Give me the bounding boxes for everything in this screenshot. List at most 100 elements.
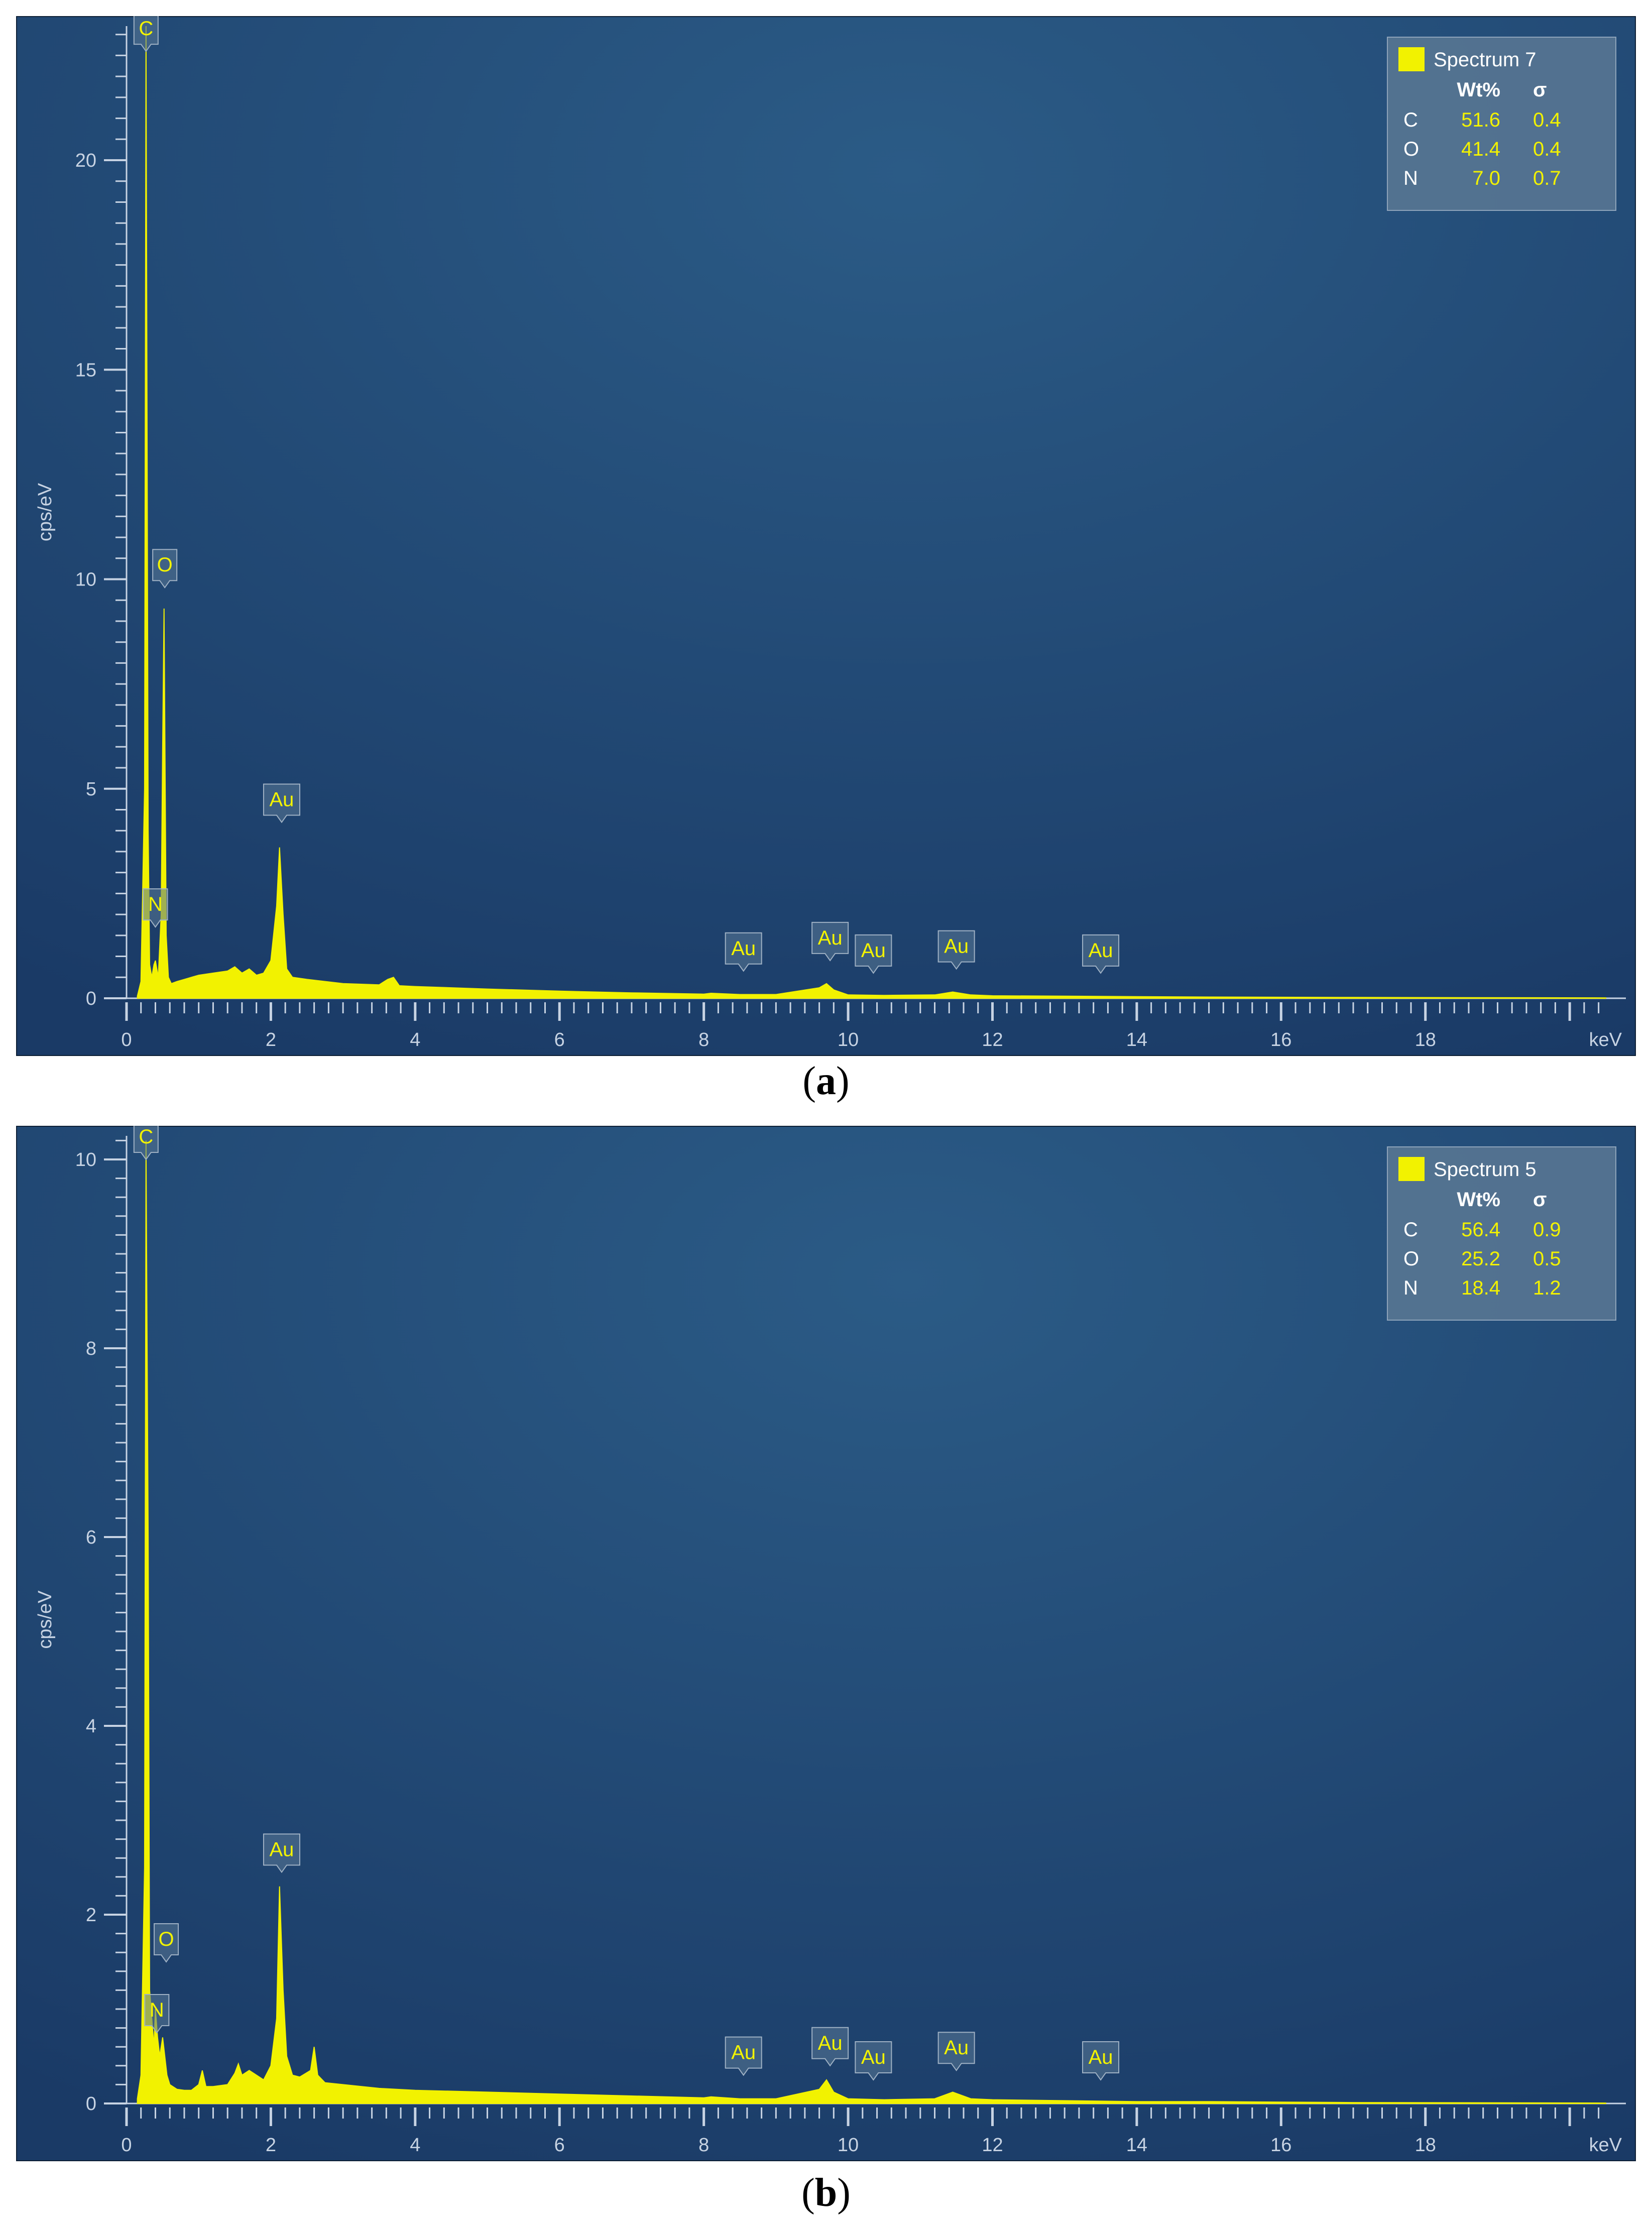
svg-text:Au: Au bbox=[944, 935, 969, 958]
peak-label-o: O bbox=[154, 1923, 179, 1963]
legend-spectrum-name: Spectrum 7 bbox=[1434, 49, 1537, 71]
svg-text:O: O bbox=[157, 554, 173, 576]
y-tick-label: 6 bbox=[86, 1527, 96, 1548]
x-tick-label: 10 bbox=[838, 1029, 859, 1050]
x-tick-label: 14 bbox=[1126, 2135, 1147, 2156]
svg-text:Au: Au bbox=[944, 2037, 969, 2059]
legend-header-wt: Wt% bbox=[1457, 79, 1500, 101]
peak-label-au: Au bbox=[725, 2036, 762, 2076]
legend-sigma-value: 1.2 bbox=[1533, 1277, 1561, 1299]
svg-text:Au: Au bbox=[818, 2032, 843, 2054]
legend-wt-value: 41.4 bbox=[1461, 138, 1500, 160]
y-tick-label: 10 bbox=[75, 569, 96, 591]
svg-text:Au: Au bbox=[270, 789, 294, 811]
peak-label-au: Au bbox=[811, 921, 849, 962]
peak-label-au: Au bbox=[855, 934, 892, 974]
y-tick-label: 8 bbox=[86, 1338, 96, 1359]
legend-element: O bbox=[1403, 1248, 1419, 1270]
legend-spectrum-name: Spectrum 5 bbox=[1434, 1158, 1537, 1181]
x-tick-label: 18 bbox=[1415, 1029, 1436, 1050]
peak-label-n: N bbox=[143, 888, 168, 928]
peak-label-au: Au bbox=[263, 1833, 300, 1873]
caption-a: (a) bbox=[802, 1059, 850, 1103]
caption-b: (b) bbox=[801, 2171, 851, 2215]
peak-label-au: Au bbox=[263, 783, 300, 824]
x-tick-label: 6 bbox=[554, 2135, 565, 2156]
legend: Spectrum 7 Wt% σ C 51.6 0.4 O 41.4 0.4 N 7.0 0.7 bbox=[1387, 37, 1616, 211]
x-tick-label: 16 bbox=[1270, 1029, 1291, 1050]
legend-element: N bbox=[1403, 1277, 1418, 1299]
peak-label-c: C bbox=[133, 16, 159, 52]
peak-label-au: Au bbox=[937, 2032, 975, 2071]
y-tick-label: 2 bbox=[86, 1905, 96, 1926]
legend-wt-value: 56.4 bbox=[1461, 1219, 1500, 1241]
svg-text:C: C bbox=[139, 18, 153, 40]
svg-text:Au: Au bbox=[731, 937, 756, 960]
x-tick-label: 12 bbox=[982, 1029, 1003, 1050]
y-tick-label: 20 bbox=[75, 150, 96, 171]
svg-text:N: N bbox=[148, 893, 163, 915]
legend-swatch bbox=[1398, 47, 1425, 71]
svg-text:Au: Au bbox=[818, 927, 843, 949]
legend-element: N bbox=[1403, 167, 1418, 189]
spectrum-area bbox=[137, 1140, 1606, 2104]
plot-background bbox=[16, 1126, 1636, 2161]
x-tick-label: 6 bbox=[554, 1029, 565, 1050]
svg-text:Au: Au bbox=[270, 1838, 294, 1860]
x-tick-label: 12 bbox=[982, 2135, 1003, 2156]
legend-wt-value: 18.4 bbox=[1461, 1277, 1500, 1299]
peak-label-o: O bbox=[152, 549, 178, 589]
legend-header-sigma: σ bbox=[1533, 79, 1547, 101]
y-tick-label: 10 bbox=[75, 1149, 96, 1170]
peak-label-au: Au bbox=[1082, 2041, 1120, 2081]
peak-label-au: Au bbox=[937, 930, 975, 970]
svg-text:Au: Au bbox=[861, 940, 886, 962]
plot-background bbox=[16, 16, 1636, 1056]
y-tick-label: 0 bbox=[86, 988, 96, 1009]
x-tick-label: 16 bbox=[1270, 2135, 1291, 2156]
svg-text:C: C bbox=[139, 1126, 153, 1148]
x-tick-label: 8 bbox=[698, 1029, 709, 1050]
svg-text:Au: Au bbox=[861, 2046, 886, 2068]
legend-wt-value: 25.2 bbox=[1461, 1248, 1500, 1270]
x-axis-title: keV bbox=[1589, 2135, 1622, 2156]
peak-label-au: Au bbox=[811, 2027, 849, 2067]
svg-text:Au: Au bbox=[731, 2042, 756, 2064]
peak-label-n: N bbox=[144, 1994, 170, 2034]
peak-label-c: C bbox=[133, 1126, 159, 1160]
svg-text:Au: Au bbox=[1089, 2046, 1113, 2068]
y-axis-title: cps/eV bbox=[35, 483, 56, 541]
svg-text:Au: Au bbox=[1089, 940, 1113, 962]
x-axis-title: keV bbox=[1589, 1029, 1622, 1050]
legend-sigma-value: 0.4 bbox=[1533, 138, 1561, 160]
legend-element: C bbox=[1403, 1219, 1418, 1241]
legend-element: C bbox=[1403, 109, 1418, 131]
y-tick-label: 0 bbox=[86, 2093, 96, 2115]
legend-header-sigma: σ bbox=[1533, 1189, 1547, 1211]
y-tick-label: 15 bbox=[75, 360, 96, 381]
x-tick-label: 18 bbox=[1415, 2135, 1436, 2156]
y-tick-label: 5 bbox=[86, 779, 96, 800]
y-tick-label: 4 bbox=[86, 1716, 96, 1737]
x-tick-label: 14 bbox=[1126, 1029, 1147, 1050]
x-tick-label: 4 bbox=[410, 1029, 420, 1050]
peak-label-au: Au bbox=[725, 932, 762, 972]
svg-text:N: N bbox=[150, 1999, 164, 2021]
svg-text:O: O bbox=[158, 1928, 174, 1950]
legend-element: O bbox=[1403, 138, 1419, 160]
x-tick-label: 0 bbox=[121, 2135, 132, 2156]
x-tick-label: 0 bbox=[121, 1029, 132, 1050]
legend-sigma-value: 0.9 bbox=[1533, 1219, 1561, 1241]
legend-wt-value: 51.6 bbox=[1461, 109, 1500, 131]
x-tick-label: 10 bbox=[838, 2135, 859, 2156]
x-tick-label: 4 bbox=[410, 2135, 420, 2156]
legend-sigma-value: 0.5 bbox=[1533, 1248, 1561, 1270]
x-tick-label: 2 bbox=[266, 2135, 276, 2156]
peak-label-au: Au bbox=[855, 2041, 892, 2081]
legend-wt-value: 7.0 bbox=[1472, 167, 1500, 189]
spectrum-chart-b: 0 2 4 6 8 10 cps/eV 0 2 4 6 8 10 12 14 16 18 keV C O N Au Au Au… bbox=[16, 1126, 1636, 2161]
x-tick-label: 8 bbox=[698, 2135, 709, 2156]
legend: Spectrum 5 Wt% σ C 56.4 0.9 O 25.2 0.5 N 18.4 1.2 bbox=[1387, 1146, 1616, 1321]
x-tick-label: 2 bbox=[266, 1029, 276, 1050]
